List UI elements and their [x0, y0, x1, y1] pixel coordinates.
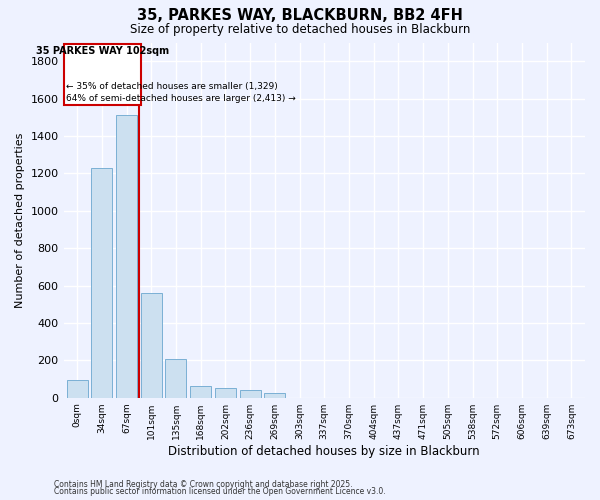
- Text: 64% of semi-detached houses are larger (2,413) →: 64% of semi-detached houses are larger (…: [65, 94, 295, 103]
- Text: 35, PARKES WAY, BLACKBURN, BB2 4FH: 35, PARKES WAY, BLACKBURN, BB2 4FH: [137, 8, 463, 22]
- Bar: [215, 388, 236, 398]
- Text: Contains public sector information licensed under the Open Government Licence v3: Contains public sector information licen…: [54, 487, 386, 496]
- Text: Contains HM Land Registry data © Crown copyright and database right 2025.: Contains HM Land Registry data © Crown c…: [54, 480, 353, 489]
- Bar: [116, 116, 137, 398]
- Bar: [166, 360, 187, 398]
- Text: Size of property relative to detached houses in Blackburn: Size of property relative to detached ho…: [130, 22, 470, 36]
- Bar: [190, 386, 211, 398]
- Bar: [67, 380, 88, 398]
- Bar: [265, 393, 286, 398]
- Text: ← 35% of detached houses are smaller (1,329): ← 35% of detached houses are smaller (1,…: [65, 82, 277, 91]
- Bar: [239, 390, 260, 398]
- FancyBboxPatch shape: [64, 44, 141, 105]
- X-axis label: Distribution of detached houses by size in Blackburn: Distribution of detached houses by size …: [169, 444, 480, 458]
- Bar: [141, 293, 162, 398]
- Y-axis label: Number of detached properties: Number of detached properties: [15, 132, 25, 308]
- Bar: [91, 168, 112, 398]
- Text: 35 PARKES WAY 102sqm: 35 PARKES WAY 102sqm: [35, 46, 169, 56]
